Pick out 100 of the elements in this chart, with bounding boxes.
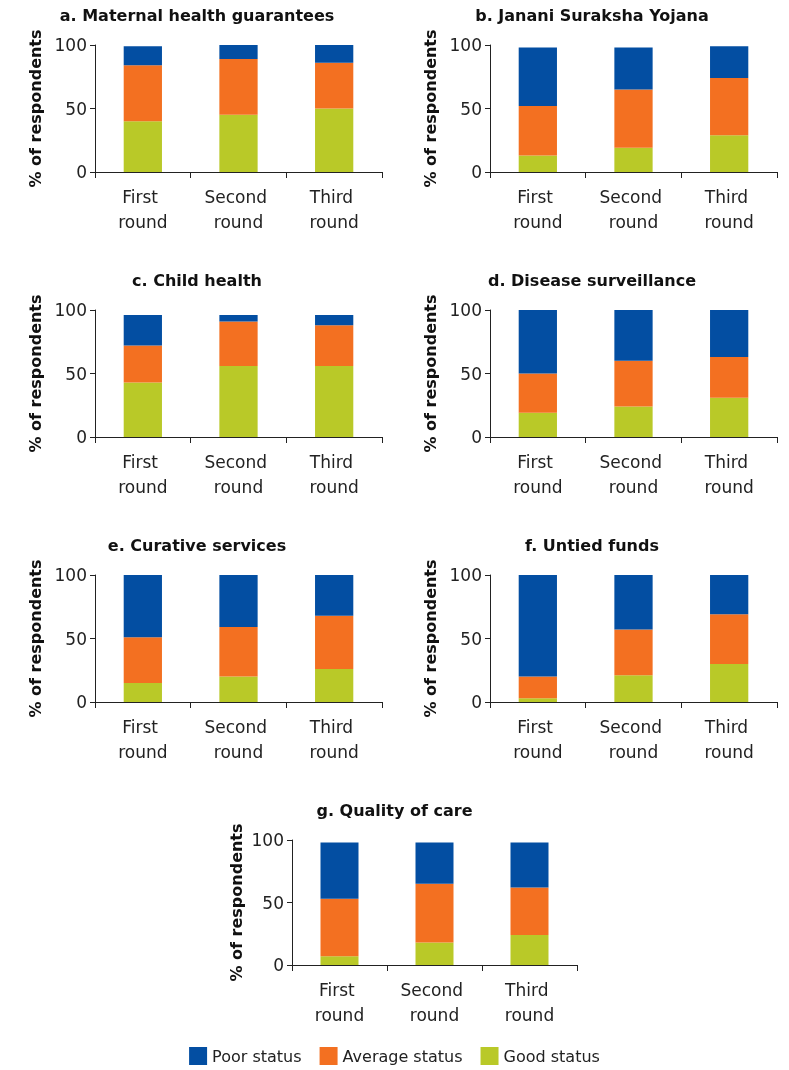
bar: [510, 887, 549, 935]
bar: [315, 45, 354, 63]
bar: [710, 663, 749, 702]
y-tick-label: 100: [449, 565, 482, 585]
y-tick-label: 50: [65, 363, 87, 384]
x-tick-label: Third round: [308, 186, 359, 232]
bar: [315, 315, 354, 326]
bar: [320, 956, 359, 965]
bar: [219, 45, 258, 59]
chart-title: e. Curative services: [107, 535, 287, 555]
y-tick-label: 0: [76, 692, 87, 712]
bar: [320, 842, 359, 899]
bar: [710, 614, 749, 664]
y-tick-label: 100: [251, 830, 284, 850]
bar: [518, 373, 557, 413]
bar: [518, 155, 557, 172]
bar: [710, 78, 749, 136]
bar: [123, 637, 162, 683]
bar: [219, 365, 258, 437]
bar: [123, 345, 162, 383]
bar: [518, 105, 557, 156]
x-tick-label: Third round: [703, 451, 754, 497]
bar: [219, 627, 258, 677]
x-tick-label: First round: [314, 979, 365, 1025]
bar: [219, 58, 258, 115]
bar: [614, 629, 653, 676]
bar: [123, 315, 162, 346]
bar: [320, 898, 359, 957]
x-tick-label: Second round: [204, 186, 273, 232]
bar: [614, 147, 653, 172]
legend-label: Good status: [503, 1046, 600, 1066]
bar: [315, 325, 354, 366]
bar: [614, 89, 653, 148]
x-tick-label: First round: [513, 451, 563, 497]
y-axis-title: % of respondents: [26, 294, 46, 453]
bar: [614, 675, 653, 702]
bar: [123, 575, 162, 638]
bar: [219, 321, 258, 366]
chart-title: a. Maternal health guarantees: [59, 5, 335, 25]
y-axis-title: % of respondents: [226, 823, 246, 982]
y-tick-label: 100: [449, 300, 482, 320]
y-tick-label: 0: [273, 955, 284, 975]
y-tick-label: 50: [460, 98, 482, 119]
bar: [123, 121, 162, 172]
x-tick-label: First round: [118, 451, 168, 497]
x-tick-label: Third round: [308, 716, 359, 762]
bar: [710, 135, 749, 172]
bar: [518, 47, 557, 106]
x-tick-label: Third round: [308, 451, 359, 497]
y-tick-label: 0: [76, 162, 87, 182]
bar: [510, 842, 549, 888]
bar: [415, 883, 454, 943]
x-tick-label: Second round: [599, 186, 668, 232]
x-tick-label: Third round: [703, 716, 754, 762]
y-axis-title: % of respondents: [421, 29, 441, 188]
bar: [510, 935, 549, 965]
bar: [614, 310, 653, 361]
bar: [518, 310, 557, 374]
x-tick-label: Second round: [204, 716, 273, 762]
bar: [518, 412, 557, 437]
chart-title: d. Disease surveillance: [487, 270, 697, 290]
bar: [614, 47, 653, 90]
y-tick-label: 0: [76, 427, 87, 447]
bar: [710, 575, 749, 615]
legend-label: Average status: [342, 1046, 463, 1066]
bar: [614, 360, 653, 407]
bar: [219, 575, 258, 628]
bar: [315, 62, 354, 109]
chart-title: g. Quality of care: [316, 800, 473, 820]
y-tick-label: 100: [449, 35, 482, 55]
bar: [315, 365, 354, 437]
bar: [518, 698, 557, 702]
y-tick-label: 50: [460, 363, 482, 384]
bar: [315, 668, 354, 702]
bar: [219, 315, 258, 322]
y-tick-label: 0: [471, 162, 482, 182]
y-tick-label: 100: [54, 300, 87, 320]
bar: [614, 406, 653, 437]
bar: [614, 575, 653, 630]
x-tick-label: Second round: [400, 979, 469, 1025]
x-tick-label: Second round: [599, 451, 668, 497]
bar: [518, 676, 557, 699]
bar: [123, 382, 162, 437]
y-tick-label: 50: [65, 98, 87, 119]
bar: [315, 575, 354, 616]
bar: [315, 108, 354, 172]
x-tick-label: Second round: [599, 716, 668, 762]
y-axis-title: % of respondents: [26, 29, 46, 188]
chart-title: b. Janani Suraksha Yojana: [475, 5, 709, 25]
y-tick-label: 0: [471, 692, 482, 712]
x-tick-label: First round: [118, 186, 168, 232]
x-tick-label: Third round: [703, 186, 754, 232]
y-tick-label: 100: [54, 565, 87, 585]
bar: [415, 842, 454, 884]
bar: [315, 615, 354, 669]
y-tick-label: 50: [262, 892, 284, 913]
bar: [123, 46, 162, 66]
bar: [710, 356, 749, 398]
x-tick-label: Second round: [204, 451, 273, 497]
y-axis-title: % of respondents: [421, 559, 441, 718]
